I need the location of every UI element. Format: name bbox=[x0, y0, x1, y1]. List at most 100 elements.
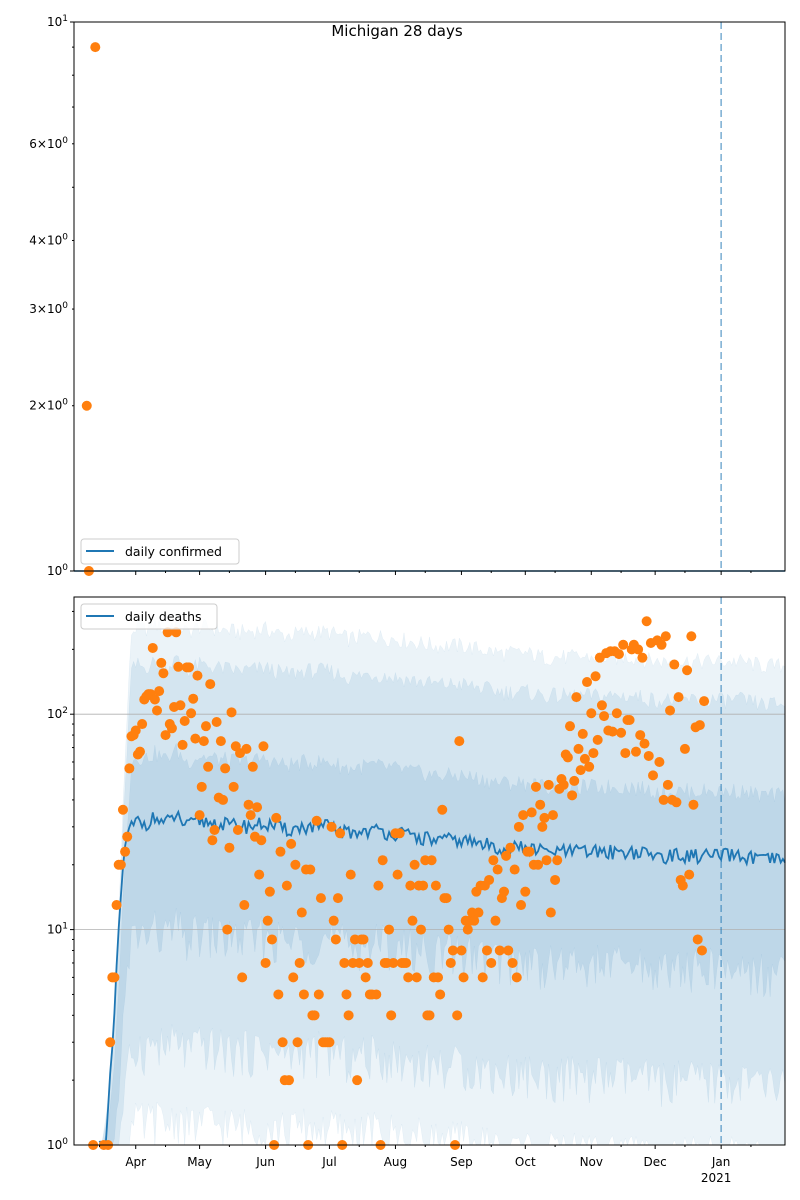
deaths-legend: daily deaths bbox=[80, 603, 218, 630]
confirmed-axes-frame bbox=[73, 21, 786, 572]
confirmed-y-tick-label: 3×100 bbox=[29, 301, 68, 316]
deaths-point bbox=[552, 855, 563, 866]
deaths-point bbox=[488, 855, 499, 866]
deaths-point bbox=[258, 741, 269, 752]
deaths-point bbox=[630, 746, 641, 757]
deaths-point bbox=[152, 705, 163, 716]
deaths-points bbox=[88, 616, 710, 1150]
deaths-point bbox=[635, 730, 646, 741]
deaths-point bbox=[162, 627, 173, 638]
deaths-point bbox=[354, 957, 365, 968]
deaths-point bbox=[592, 734, 603, 745]
deaths-point bbox=[209, 824, 220, 835]
deaths-point bbox=[186, 708, 197, 719]
deaths-point bbox=[330, 934, 341, 945]
deaths-point bbox=[405, 880, 416, 891]
deaths-point bbox=[392, 869, 403, 880]
deaths-point bbox=[228, 781, 239, 792]
deaths-point bbox=[105, 1037, 116, 1048]
deaths-point bbox=[332, 893, 343, 904]
deaths-point bbox=[545, 907, 556, 918]
deaths-point bbox=[494, 945, 505, 956]
deaths-point bbox=[669, 659, 680, 670]
deaths-point bbox=[620, 748, 631, 759]
deaths-point bbox=[509, 864, 520, 875]
deaths-x-tick-label: Sep bbox=[450, 1155, 473, 1169]
deaths-point bbox=[137, 719, 148, 730]
deaths-point bbox=[175, 700, 186, 711]
deaths-point bbox=[377, 855, 388, 866]
deaths-point bbox=[226, 707, 237, 718]
deaths-point bbox=[490, 915, 501, 926]
deaths-x-tick-label: Jan bbox=[711, 1155, 731, 1169]
deaths-point bbox=[273, 989, 284, 1000]
deaths-point bbox=[447, 945, 458, 956]
deaths-point bbox=[511, 972, 522, 983]
deaths-point bbox=[586, 708, 597, 719]
deaths-point bbox=[156, 657, 167, 668]
confirmed-legend-box bbox=[80, 538, 240, 565]
deaths-point bbox=[484, 874, 495, 885]
deaths-point bbox=[477, 972, 488, 983]
deaths-point bbox=[654, 756, 665, 767]
deaths-point bbox=[247, 761, 258, 772]
deaths-x-ticks: Apr May Jun Jul Aug Sep Oct Nov Dec Jan 2021 bbox=[99, 1145, 752, 1185]
deaths-point bbox=[245, 810, 256, 821]
deaths-point bbox=[111, 900, 122, 911]
deaths-x-tick-sublabel: 2021 bbox=[701, 1171, 732, 1185]
deaths-point bbox=[441, 893, 452, 904]
deaths-point bbox=[315, 893, 326, 904]
deaths-point bbox=[599, 711, 610, 722]
deaths-point bbox=[486, 957, 497, 968]
deaths-point bbox=[611, 708, 622, 719]
deaths-point bbox=[571, 692, 582, 703]
deaths-point bbox=[190, 733, 201, 744]
deaths-point bbox=[547, 810, 558, 821]
deaths-point bbox=[618, 639, 629, 650]
deaths-point bbox=[281, 880, 292, 891]
deaths-point bbox=[324, 1037, 335, 1048]
confirmed-legend: daily confirmed bbox=[80, 538, 240, 565]
deaths-point bbox=[160, 730, 171, 741]
deaths-point bbox=[196, 781, 207, 792]
deaths-point bbox=[699, 696, 710, 707]
deaths-point bbox=[371, 989, 382, 1000]
deaths-point bbox=[643, 750, 654, 761]
deaths-point bbox=[296, 907, 307, 918]
deaths-point bbox=[384, 924, 395, 935]
deaths-point bbox=[294, 957, 305, 968]
deaths-point bbox=[473, 907, 484, 918]
deaths-point bbox=[679, 743, 690, 754]
deaths-point bbox=[673, 692, 684, 703]
deaths-x-tick-label: May bbox=[187, 1155, 212, 1169]
deaths-point bbox=[237, 972, 248, 983]
confirmed-legend-label: daily confirmed bbox=[125, 544, 222, 559]
deaths-point bbox=[564, 721, 575, 732]
confirmed-y-tick-label: 2×100 bbox=[29, 398, 68, 413]
deaths-point bbox=[326, 821, 337, 832]
deaths-point bbox=[109, 972, 120, 983]
deaths-x-tick-label: Dec bbox=[644, 1155, 667, 1169]
deaths-point bbox=[200, 721, 211, 732]
deaths-point bbox=[443, 924, 454, 935]
deaths-point bbox=[407, 915, 418, 926]
deaths-y-tick-label: 100 bbox=[47, 1137, 68, 1152]
deaths-point bbox=[437, 804, 448, 815]
deaths-point bbox=[596, 700, 607, 711]
deaths-point bbox=[358, 934, 369, 945]
deaths-point bbox=[582, 677, 593, 688]
deaths-point bbox=[518, 810, 529, 821]
deaths-point bbox=[433, 972, 444, 983]
deaths-point bbox=[613, 649, 624, 660]
deaths-point bbox=[352, 1075, 363, 1086]
deaths-point bbox=[224, 842, 235, 853]
deaths-point bbox=[166, 723, 177, 734]
deaths-point bbox=[550, 874, 561, 885]
deaths-point bbox=[481, 945, 492, 956]
deaths-point bbox=[120, 846, 131, 857]
deaths-point bbox=[252, 802, 263, 813]
deaths-point bbox=[688, 799, 699, 810]
deaths-x-tick-label: Nov bbox=[580, 1155, 603, 1169]
deaths-point bbox=[684, 869, 695, 880]
